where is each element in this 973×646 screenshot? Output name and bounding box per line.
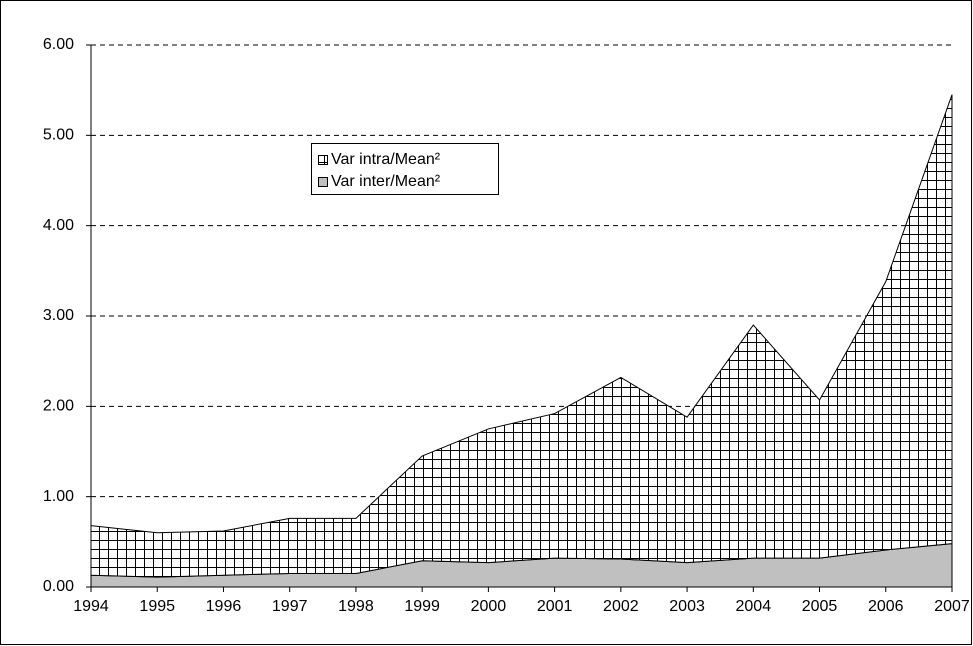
x-tick-label: 1994 [73, 598, 109, 615]
x-tick-label: 2001 [537, 598, 573, 615]
x-tick-label: 2006 [868, 598, 904, 615]
x-tick-label: 1996 [206, 598, 242, 615]
legend-label: Var inter/Mean² [331, 173, 441, 190]
y-tick-label: 4.00 [43, 217, 74, 234]
x-tick-label: 2004 [736, 598, 772, 615]
x-tick-label: 2000 [471, 598, 507, 615]
legend-box [311, 143, 499, 195]
area [90, 94, 953, 578]
x-tick-label: 2007 [934, 598, 970, 615]
x-tick-label: 1998 [338, 598, 374, 615]
legend-label: Var intra/Mean² [331, 151, 441, 168]
y-tick-label: 1.00 [43, 488, 74, 505]
x-tick-label: 1997 [272, 598, 308, 615]
legend-swatch [318, 155, 328, 165]
y-tick-label: 2.00 [43, 398, 74, 415]
y-tick-label: 6.00 [43, 36, 74, 53]
x-tick-label: 1999 [404, 598, 440, 615]
x-tick-label: 2003 [669, 598, 705, 615]
y-tick-label: 5.00 [43, 127, 74, 144]
x-tick-label: 2002 [603, 598, 639, 615]
y-tick-label: 3.00 [43, 307, 74, 324]
legend-swatch [318, 177, 328, 187]
x-tick-label: 1995 [139, 598, 175, 615]
y-tick-label: 0.00 [43, 578, 74, 595]
x-tick-label: 2005 [802, 598, 838, 615]
